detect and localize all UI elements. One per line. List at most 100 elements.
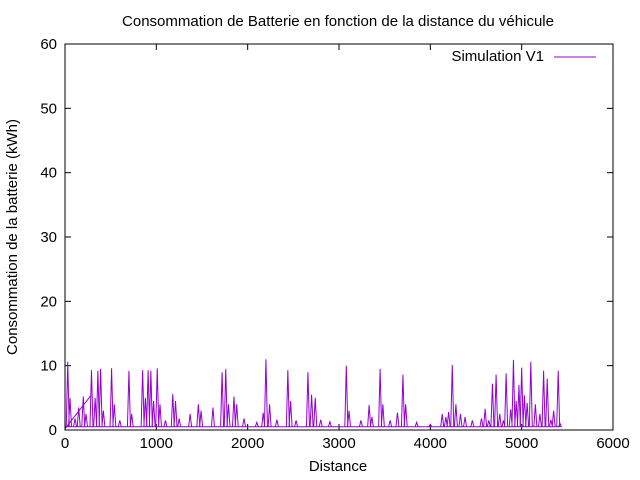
- data-point-spike: [313, 397, 318, 427]
- data-point-spike: [188, 413, 193, 427]
- chart-title: Consommation de Batterie en fonction de …: [122, 13, 554, 30]
- y-tick-label: 40: [40, 165, 57, 182]
- data-point-spike: [89, 370, 94, 427]
- x-tick-label: 0: [61, 435, 69, 452]
- data-point-spike: [177, 418, 182, 427]
- data-point-spike: [400, 374, 405, 427]
- data-point-spike: [519, 367, 524, 427]
- data-point-spike: [358, 420, 363, 427]
- data-point-spike: [344, 365, 349, 427]
- data-point-spike: [254, 420, 259, 427]
- data-point-spike: [528, 361, 533, 427]
- data-point-spike: [151, 401, 156, 427]
- data-point-spike: [558, 422, 562, 427]
- data-point-spike: [112, 404, 117, 427]
- data-point-spike: [463, 417, 468, 427]
- data-point-spike: [146, 370, 151, 427]
- data-point-spike: [109, 368, 114, 427]
- data-point-spike: [511, 359, 516, 427]
- data-point-spike: [516, 384, 521, 427]
- data-point-spike: [369, 417, 374, 427]
- y-tick-label: 30: [40, 229, 57, 246]
- data-point-spike: [470, 420, 475, 427]
- x-axis-ticks: 0 1000 2000 3000 4000 5000 6000: [61, 44, 630, 452]
- data-point-spike: [210, 407, 215, 427]
- data-point-spike: [129, 413, 134, 427]
- data-point-spike: [65, 361, 70, 427]
- data-point-spike: [199, 410, 204, 427]
- data-point-spike: [263, 359, 268, 427]
- data-point-spike: [242, 418, 247, 427]
- data-point-spike: [231, 396, 236, 427]
- y-axis-label: Consommation de la batterie (kWh): [4, 119, 21, 355]
- data-point-spike: [380, 404, 385, 427]
- data-point-spike: [533, 404, 538, 427]
- x-tick-label: 3000: [322, 435, 355, 452]
- data-point-spike: [267, 404, 272, 427]
- data-point-spike: [545, 378, 550, 427]
- data-point-spike: [170, 393, 175, 427]
- y-tick-label: 10: [40, 358, 57, 375]
- x-tick-label: 2000: [231, 435, 264, 452]
- x-tick-label: 5000: [505, 435, 538, 452]
- data-point-spike: [73, 418, 78, 427]
- data-point-spike: [305, 372, 310, 427]
- data-point-spike: [327, 419, 332, 427]
- data-point-spike: [367, 404, 372, 427]
- legend: Simulation V1: [451, 48, 596, 65]
- data-point-spike: [403, 404, 408, 427]
- data-point-spike: [483, 408, 488, 427]
- data-point-spike: [504, 373, 509, 427]
- data-point-spike: [443, 417, 448, 427]
- y-tick-label: 20: [40, 293, 57, 310]
- data-point-spike: [220, 372, 225, 427]
- y-tick-label: 60: [40, 36, 57, 53]
- data-point-spike: [294, 420, 299, 427]
- x-axis-label: Distance: [309, 458, 367, 475]
- data-point-spike: [163, 420, 168, 427]
- data-point-spike: [486, 420, 491, 427]
- data-point-spike: [525, 402, 530, 427]
- data-point-spike: [537, 413, 542, 427]
- data-point-spike: [514, 401, 519, 427]
- data-point-spike: [117, 420, 122, 427]
- y-tick-label: 0: [49, 422, 57, 439]
- data-point-spike: [378, 368, 383, 427]
- data-point-spike: [388, 420, 393, 427]
- legend-label: Simulation V1: [451, 48, 544, 65]
- data-point-spike: [155, 368, 160, 427]
- data-point-spike: [81, 396, 86, 427]
- data-point-spike: [285, 370, 290, 427]
- data-point-spike: [68, 397, 73, 427]
- data-point-spike: [101, 410, 106, 427]
- data-point-spike: [414, 420, 419, 427]
- data-point-spike: [497, 413, 502, 427]
- data-point-spike: [551, 410, 556, 427]
- data-point-spike: [458, 413, 463, 427]
- data-point-spike: [126, 370, 131, 427]
- y-tick-label: 50: [40, 100, 57, 117]
- data-point-spike: [309, 394, 314, 427]
- data-point-spike: [556, 370, 561, 427]
- data-point-spike: [450, 365, 455, 427]
- data-point-spike: [440, 413, 445, 427]
- x-tick-label: 4000: [414, 435, 447, 452]
- data-point-spike: [318, 419, 323, 427]
- data-point-spike: [541, 370, 546, 427]
- data-point-spike: [173, 401, 178, 427]
- data-point-spike: [494, 374, 499, 427]
- data-point-spike: [479, 418, 484, 427]
- data-point-spike: [76, 407, 81, 427]
- data-point-spike: [490, 383, 495, 427]
- data-point-spike: [234, 404, 239, 427]
- data-point-spike: [395, 412, 400, 427]
- series-group: [64, 359, 562, 430]
- data-point-spike: [140, 370, 145, 427]
- data-point-spike: [157, 404, 162, 427]
- data-point-spike: [84, 413, 89, 427]
- plot-frame: [64, 43, 614, 431]
- data-point-spike: [274, 419, 279, 427]
- data-point-spike: [288, 401, 293, 427]
